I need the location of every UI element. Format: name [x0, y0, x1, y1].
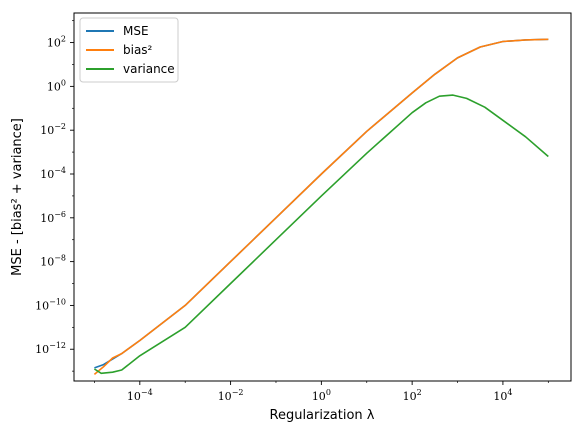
series-line-variance	[93, 94, 549, 375]
x-axis: 10−4 10−2 100 102 104	[94, 381, 549, 403]
y-tick-label: 10−2	[40, 122, 66, 137]
y-axis-label: MSE - [bias² + variance]	[10, 118, 25, 276]
legend-label-bias: bias²	[123, 43, 153, 57]
series-group	[93, 38, 549, 376]
series-line-bias	[93, 38, 549, 376]
x-tick-label: 10−4	[127, 388, 153, 403]
x-tick-label: 10−2	[218, 388, 244, 403]
x-tick-label: 104	[493, 388, 512, 403]
y-tick-label: 102	[47, 35, 66, 50]
plot-frame	[73, 12, 572, 382]
y-tick-label: 10−8	[40, 254, 66, 269]
y-tick-label: 100	[47, 78, 66, 93]
legend-label-variance: variance	[123, 62, 175, 76]
x-axis-label: Regularization λ	[270, 408, 375, 423]
x-tick-label: 100	[312, 388, 331, 403]
y-tick-label: 10−12	[35, 341, 66, 356]
x-tick-label: 102	[403, 388, 422, 403]
legend-box	[79, 17, 179, 83]
legend-label-mse: MSE	[123, 24, 149, 38]
y-tick-label: 10−4	[40, 166, 66, 181]
y-tick-label: 10−10	[35, 297, 66, 312]
y-tick-label: 10−6	[40, 210, 66, 225]
y-axis: 10−12 10−10 10−8 10−6 10−4 10−2 100 102	[35, 20, 74, 372]
legend: MSE bias² variance	[79, 17, 179, 83]
